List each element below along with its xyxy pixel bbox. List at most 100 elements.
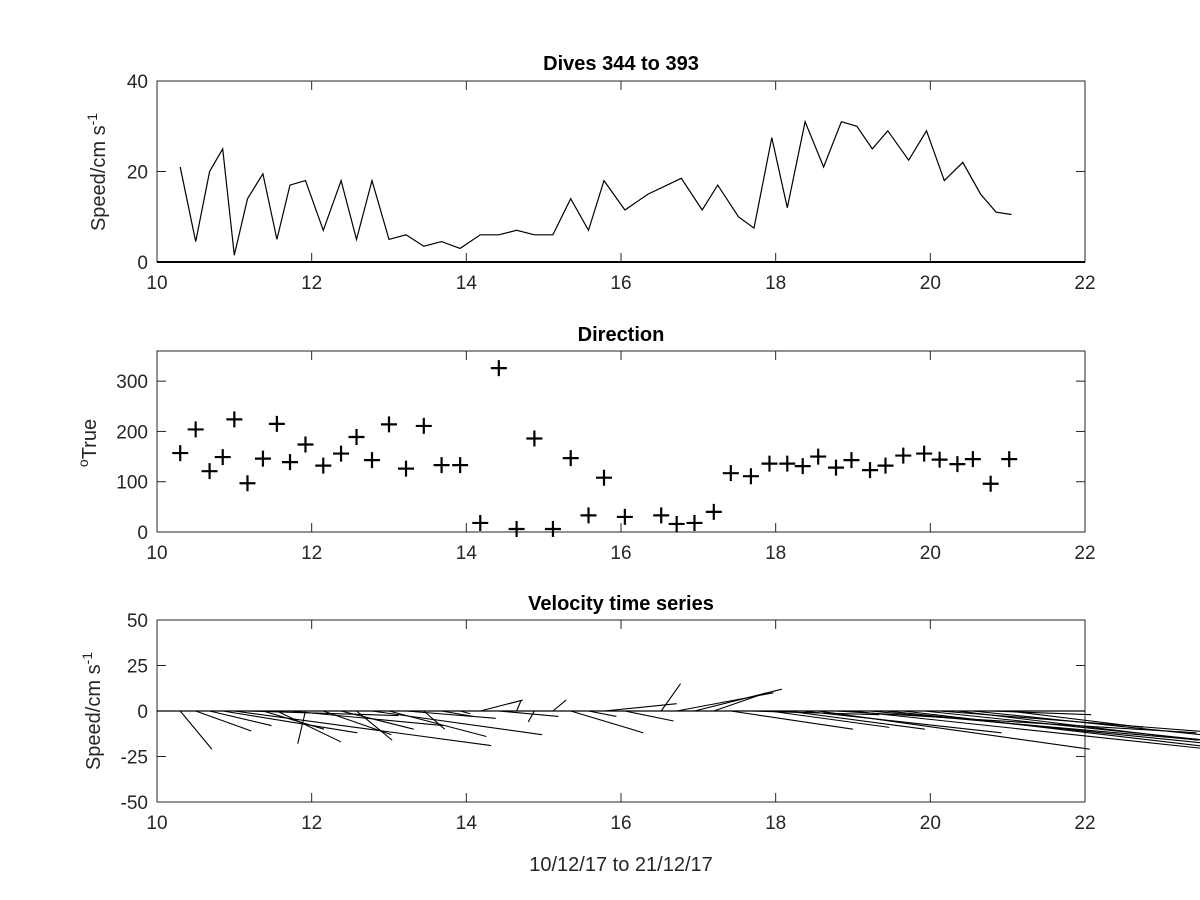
direction-point bbox=[616, 508, 633, 525]
speed-panel-ylabel-superscript: -1 bbox=[84, 113, 100, 126]
velocity-vector bbox=[289, 710, 444, 727]
direction-point bbox=[254, 450, 271, 467]
direction-point bbox=[508, 520, 525, 537]
direction-point bbox=[239, 475, 256, 492]
direction-point bbox=[526, 430, 543, 447]
speed-panel-xtick-label: 18 bbox=[765, 273, 786, 294]
velocity-panel-title: Velocity time series bbox=[528, 593, 714, 615]
velocity-vector bbox=[552, 699, 567, 712]
direction-panel-ytick-label: 0 bbox=[137, 523, 148, 544]
direction-panel-xtick-label: 14 bbox=[456, 543, 478, 564]
direction-point bbox=[452, 457, 469, 474]
velocity-vector bbox=[924, 710, 1200, 741]
direction-point bbox=[562, 450, 579, 467]
direction-panel-xtick-label: 20 bbox=[920, 543, 941, 564]
direction-panel-ytick-label: 100 bbox=[116, 473, 148, 494]
velocity-panel-ylabel-text: Speed/cm s bbox=[83, 664, 105, 770]
direction-point bbox=[348, 428, 365, 445]
velocity-vector bbox=[516, 699, 522, 712]
speed-panel-xtick-label: 12 bbox=[301, 273, 322, 294]
direction-point bbox=[490, 360, 507, 377]
velocity-vector bbox=[570, 710, 644, 734]
speed-panel-xtick-label: 20 bbox=[920, 273, 941, 294]
velocity-vector bbox=[624, 710, 674, 722]
velocity-vector bbox=[588, 710, 617, 717]
direction-point bbox=[810, 448, 827, 465]
velocity-vector bbox=[371, 710, 543, 736]
direction-panel-xtick-label: 10 bbox=[146, 543, 167, 564]
velocity-panel-ytick-label: -25 bbox=[121, 748, 148, 769]
direction-point bbox=[794, 458, 811, 475]
velocity-panel-ytick-label: 50 bbox=[127, 611, 148, 632]
velocity-panel-ylabel-superscript: -1 bbox=[79, 652, 95, 665]
direction-point bbox=[595, 469, 612, 486]
direction-point bbox=[433, 457, 450, 474]
velocity-vector bbox=[957, 710, 1198, 741]
velocity-vector bbox=[297, 710, 307, 744]
direction-point bbox=[415, 417, 432, 434]
velocity-vector bbox=[498, 710, 559, 718]
velocity-vector bbox=[730, 710, 854, 730]
speed-panel-title: Dives 344 to 393 bbox=[543, 53, 699, 75]
velocity-vector bbox=[603, 703, 677, 712]
velocity-panel-ytick-label: 0 bbox=[137, 702, 148, 723]
direction-point bbox=[761, 455, 778, 472]
velocity-panel-xlabel: 10/12/17 to 21/12/17 bbox=[529, 854, 713, 876]
direction-point bbox=[895, 447, 912, 464]
direction-point bbox=[742, 468, 759, 485]
velocity-panel-xtick-label: 14 bbox=[456, 813, 478, 834]
velocity-vector bbox=[340, 710, 414, 730]
direction-point bbox=[315, 457, 332, 474]
direction-point bbox=[779, 455, 796, 472]
velocity-vector bbox=[234, 710, 492, 747]
speed-panel-ytick-label: 0 bbox=[137, 253, 148, 274]
speed-panel-xtick-label: 22 bbox=[1074, 273, 1095, 294]
speed-panel-ytick-label: 40 bbox=[127, 72, 148, 93]
speed-panel-ylabel: Speed/cm s-1 bbox=[84, 113, 110, 231]
direction-point bbox=[916, 445, 933, 462]
direction-panel-ytick-label: 200 bbox=[116, 422, 148, 443]
velocity-panel-xtick-label: 20 bbox=[920, 813, 941, 834]
velocity-vector bbox=[972, 710, 1200, 736]
velocity-vector bbox=[179, 710, 213, 750]
direction-point bbox=[544, 520, 561, 537]
velocity-vector bbox=[769, 710, 890, 728]
direction-point bbox=[949, 456, 966, 473]
direction-point bbox=[172, 445, 189, 462]
direction-panel-xtick-label: 12 bbox=[301, 543, 322, 564]
velocity-vector bbox=[480, 699, 523, 712]
direction-panel-xtick-label: 18 bbox=[765, 543, 786, 564]
direction-point bbox=[668, 515, 685, 532]
direction-point bbox=[862, 462, 879, 479]
direction-point bbox=[982, 475, 999, 492]
velocity-vector bbox=[660, 683, 681, 712]
velocity-vector bbox=[276, 710, 342, 743]
velocity-panel-ylabel: Speed/cm s-1 bbox=[79, 652, 105, 770]
direction-point bbox=[686, 514, 703, 531]
velocity-vector bbox=[262, 710, 325, 730]
velocity-vector bbox=[835, 710, 1197, 734]
direction-point bbox=[268, 415, 285, 432]
direction-panel-ylabel-text: True bbox=[79, 419, 101, 459]
direction-point bbox=[472, 514, 489, 531]
velocity-panel-xtick-label: 12 bbox=[301, 813, 322, 834]
direction-panel-xtick-label: 16 bbox=[610, 543, 631, 564]
speed-panel-xtick-label: 10 bbox=[146, 273, 167, 294]
direction-point bbox=[931, 451, 948, 468]
velocity-vector bbox=[222, 710, 358, 734]
velocity-vector bbox=[818, 710, 1090, 750]
velocity-panel-ytick-label: -50 bbox=[121, 793, 148, 814]
velocity-vector bbox=[903, 710, 1200, 747]
direction-point bbox=[653, 507, 670, 524]
direction-panel-ytick-label: 300 bbox=[116, 372, 148, 393]
direction-panel-ylabel: oTrue bbox=[75, 419, 101, 467]
direction-point bbox=[201, 463, 218, 480]
velocity-vector bbox=[356, 710, 393, 741]
direction-point bbox=[722, 465, 739, 482]
velocity-vector bbox=[787, 710, 925, 730]
speed-panel-ylabel-text: Speed/cm s bbox=[88, 125, 110, 231]
direction-point bbox=[398, 460, 415, 477]
direction-point bbox=[705, 503, 722, 520]
